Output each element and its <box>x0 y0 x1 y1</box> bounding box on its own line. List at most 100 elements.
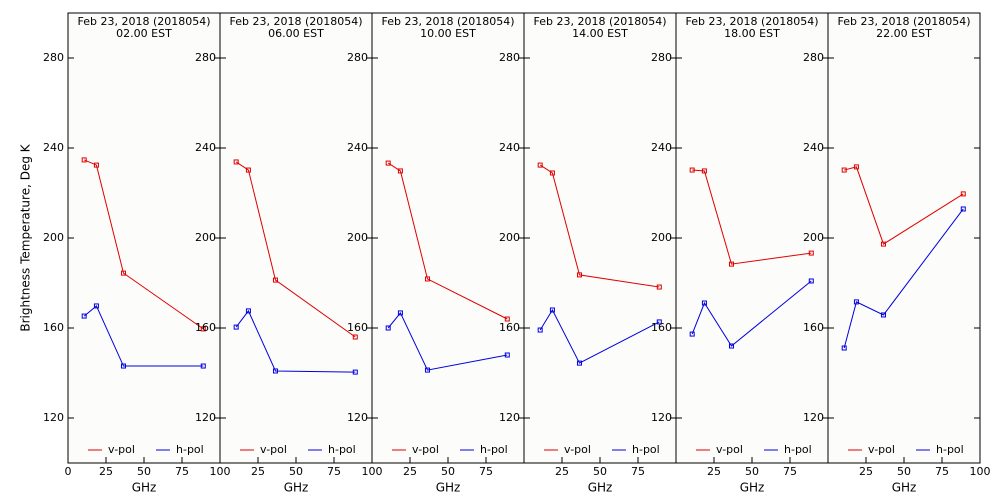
x-tick-label: 75 <box>175 465 189 478</box>
x-tick-label: 50 <box>441 465 455 478</box>
point <box>81 157 87 163</box>
legend-label: v-pol <box>868 443 895 456</box>
y-tick-label: 120 <box>803 411 824 424</box>
x-tick-label: 25 <box>403 465 417 478</box>
point <box>853 299 859 305</box>
plot-area <box>523 12 677 464</box>
series-line <box>387 311 508 371</box>
point <box>245 167 251 173</box>
x-axis-label: GHz <box>740 481 765 495</box>
panel-title: Feb 23, 2018 (2018054) <box>837 15 970 28</box>
point <box>841 167 847 173</box>
y-tick-label: 200 <box>43 231 64 244</box>
y-tick-label: 240 <box>499 141 520 154</box>
panel-title: Feb 23, 2018 (2018054) <box>77 15 210 28</box>
point <box>880 312 886 318</box>
y-tick-label: 160 <box>195 321 216 334</box>
panel-title: Feb 23, 2018 (2018054) <box>685 15 818 28</box>
y-tick-label: 280 <box>499 51 520 64</box>
x-tick-label: 75 <box>783 465 797 478</box>
y-tick-label: 120 <box>651 411 672 424</box>
point <box>233 324 239 330</box>
series-line <box>844 166 964 245</box>
point <box>689 331 695 337</box>
point <box>352 334 358 340</box>
y-tick-label: 280 <box>195 51 216 64</box>
legend-label: v-pol <box>716 443 743 456</box>
point <box>424 276 430 282</box>
x-tick-label: 50 <box>137 465 151 478</box>
x-tick-label: 25 <box>555 465 569 478</box>
x-tick-label: 25 <box>859 465 873 478</box>
point <box>689 167 695 173</box>
legend-label: h-pol <box>936 443 964 456</box>
x-tick-label: 50 <box>289 465 303 478</box>
y-tick-label: 280 <box>347 51 368 64</box>
point <box>960 191 966 197</box>
panel-subtitle: 22.00 EST <box>876 27 932 40</box>
series-line <box>843 208 964 349</box>
point <box>728 261 734 267</box>
panel-subtitle: 06.00 EST <box>268 27 324 40</box>
y-tick-label: 240 <box>43 141 64 154</box>
legend-label: h-pol <box>632 443 660 456</box>
point <box>385 160 391 166</box>
point <box>701 168 707 174</box>
y-tick-label: 120 <box>43 411 64 424</box>
point <box>656 319 662 325</box>
y-tick-label: 240 <box>803 141 824 154</box>
point <box>272 277 278 283</box>
y-tick-label: 200 <box>651 231 672 244</box>
point <box>81 313 87 319</box>
y-tick-label: 240 <box>651 141 672 154</box>
x-axis-label: GHz <box>892 481 917 495</box>
y-tick-label: 160 <box>347 321 368 334</box>
y-tick-label: 240 <box>195 141 216 154</box>
x-tick-label: 100 <box>210 465 231 478</box>
series-line <box>83 159 204 330</box>
x-tick-label: 100 <box>970 465 991 478</box>
point <box>808 278 814 284</box>
point <box>397 168 403 174</box>
series-line <box>539 164 660 288</box>
point <box>424 367 430 373</box>
x-tick-label: 0 <box>65 465 72 478</box>
y-tick-label: 240 <box>347 141 368 154</box>
point <box>504 352 510 358</box>
y-tick-label: 120 <box>499 411 520 424</box>
panel-subtitle: 10.00 EST <box>420 27 476 40</box>
panel-subtitle: 02.00 EST <box>116 27 172 40</box>
x-axis-label: GHz <box>436 481 461 495</box>
legend-label: h-pol <box>480 443 508 456</box>
point <box>504 316 510 322</box>
point <box>549 170 555 176</box>
point <box>233 159 239 165</box>
legend-label: h-pol <box>784 443 812 456</box>
series-line <box>235 161 356 338</box>
point <box>272 368 278 374</box>
plot-area <box>67 12 221 464</box>
plot-area <box>827 12 981 464</box>
point <box>728 343 734 349</box>
x-axis-label: GHz <box>588 481 613 495</box>
y-tick-label: 200 <box>347 231 368 244</box>
legend-label: v-pol <box>564 443 591 456</box>
series-line <box>235 309 356 373</box>
point <box>200 363 206 369</box>
x-axis-label: GHz <box>284 481 309 495</box>
point <box>808 250 814 256</box>
point <box>397 310 403 316</box>
point <box>537 162 543 168</box>
point <box>537 327 543 333</box>
y-tick-label: 280 <box>651 51 672 64</box>
point <box>385 325 391 331</box>
legend-label: v-pol <box>412 443 439 456</box>
x-tick-label: 25 <box>99 465 113 478</box>
x-tick-label: 100 <box>362 465 383 478</box>
point <box>853 164 859 170</box>
series-line <box>83 305 204 367</box>
series-line <box>539 308 660 364</box>
series-line <box>691 280 812 347</box>
x-axis-label: GHz <box>132 481 157 495</box>
y-tick-label: 200 <box>195 231 216 244</box>
